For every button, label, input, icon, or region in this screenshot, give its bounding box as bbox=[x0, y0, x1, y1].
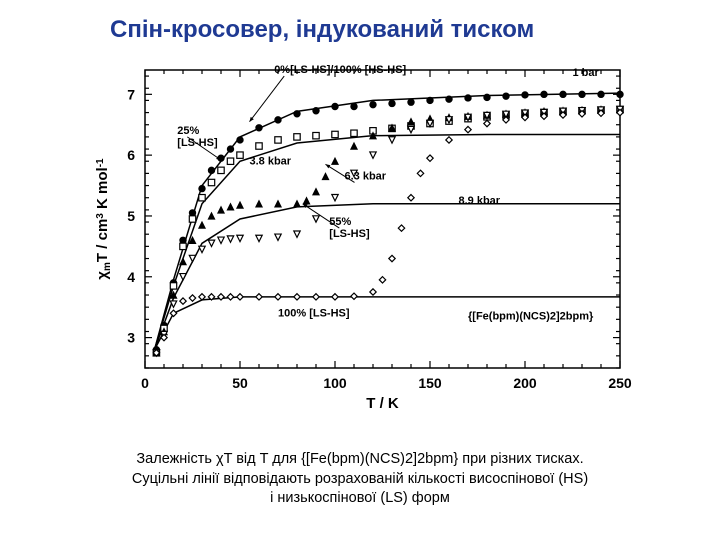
annotation: 3.8 kbar bbox=[250, 155, 292, 167]
caption-line-3: і низькоспінової (LS) форм bbox=[270, 490, 450, 506]
svg-text:4: 4 bbox=[127, 269, 135, 285]
svg-text:5: 5 bbox=[127, 208, 135, 224]
svg-text:7: 7 bbox=[127, 86, 135, 102]
annotation: {[Fe(bpm)(NCS)2]2bpm} bbox=[468, 310, 594, 322]
page-title: Спін-кросовер, індукований тиском bbox=[110, 16, 534, 44]
svg-text:50: 50 bbox=[232, 375, 248, 391]
annotation: 1 bar bbox=[573, 67, 600, 79]
caption-line-2: Суцільні лінії відповідають розрахованій… bbox=[132, 471, 588, 487]
annotation: 0%[LS-HS]/100% [HS-HS] bbox=[274, 64, 406, 76]
caption-line-1: Залежність χT від T для {[Fe(bpm)(NCS)2]… bbox=[136, 451, 583, 467]
figure-caption: Залежність χT від T для {[Fe(bpm)(NCS)2]… bbox=[60, 450, 660, 509]
annotation: [LS-HS] bbox=[329, 228, 370, 240]
annotation: 25% bbox=[177, 125, 199, 137]
svg-text:150: 150 bbox=[418, 375, 442, 391]
svg-text:χmT / cm3 K mol-1: χmT / cm3 K mol-1 bbox=[94, 158, 113, 280]
svg-text:6: 6 bbox=[127, 147, 135, 163]
svg-text:200: 200 bbox=[513, 375, 537, 391]
fit-line-fit-100 bbox=[155, 297, 621, 350]
svg-text:0: 0 bbox=[141, 375, 149, 391]
xy-chart: 0 50 100 150 200 250 3 4 5 6 7 T / K χmT / cm3 K mol… bbox=[85, 58, 635, 418]
svg-text:250: 250 bbox=[608, 375, 632, 391]
chart-container: 0 50 100 150 200 250 3 4 5 6 7 T / K χmT / cm3 K mol… bbox=[85, 58, 635, 418]
svg-text:100: 100 bbox=[323, 375, 347, 391]
svg-text:T / K: T / K bbox=[366, 395, 399, 412]
annotation: 100% [LS-HS] bbox=[278, 307, 350, 319]
svg-text:3: 3 bbox=[127, 330, 135, 346]
annotation: 8.9 kbar bbox=[459, 195, 501, 207]
fit-line-fit-55 bbox=[155, 204, 621, 350]
annotation: [LS-HS] bbox=[177, 137, 218, 149]
annotation: 55% bbox=[329, 216, 351, 228]
